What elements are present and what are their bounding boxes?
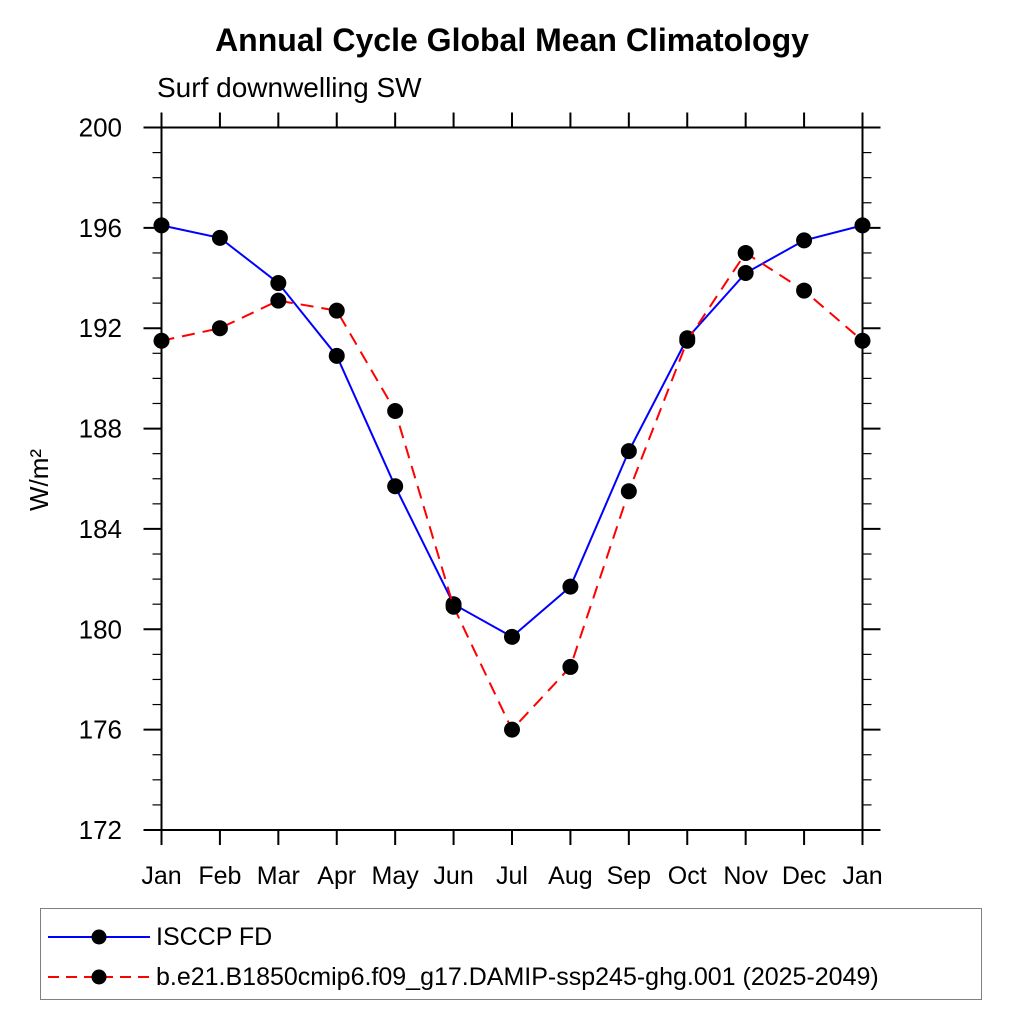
data-point-isccp-may-4 — [387, 478, 404, 495]
y-axis-tick-label: 176 — [79, 715, 122, 745]
y-axis-tick-label: 172 — [79, 815, 122, 845]
legend-label-isccp: ISCCP FD — [156, 922, 273, 951]
legend-box: ISCCP FD b.e21.B1850cmip6.f09_g17.DAMIP-… — [40, 908, 982, 1000]
data-point-model-aug-7 — [562, 658, 579, 675]
data-point-model-nov-10 — [737, 244, 754, 261]
y-axis-tick-label: 180 — [79, 614, 122, 644]
chart-subtitle: Surf downwelling SW — [157, 72, 422, 103]
data-point-model-feb-1 — [211, 320, 228, 337]
y-axis-tick-label: 192 — [79, 313, 122, 343]
data-point-isccp-sep-8 — [620, 443, 637, 460]
data-point-isccp-dec-11 — [796, 232, 813, 249]
x-axis-tick-label: Jan — [842, 862, 882, 890]
series-line-model — [161, 251, 864, 732]
data-point-model-jan-12 — [854, 332, 871, 349]
y-axis-tick-label: 184 — [79, 514, 122, 544]
data-point-model-mar-2 — [270, 292, 287, 309]
data-point-model-sep-8 — [620, 483, 637, 500]
x-axis-tick-label: Jan — [141, 862, 181, 890]
chart-title: Annual Cycle Global Mean Climatology — [215, 22, 809, 58]
data-point-model-jun-5 — [445, 598, 462, 615]
x-axis-tick-label: Aug — [548, 862, 592, 890]
legend-marker-dot — [91, 969, 107, 985]
data-point-isccp-jul-6 — [504, 628, 520, 645]
data-point-model-apr-3 — [328, 302, 345, 319]
data-point-model-dec-11 — [796, 282, 813, 299]
plot-area: Jan Feb Mar Apr May Jun Jul Aug Sep Oct Nov Dec Jan 1… — [24, 112, 883, 890]
x-axis-tick-label: Nov — [723, 862, 768, 890]
legend-sample-dashed-line — [48, 969, 150, 985]
data-point-model-oct-9 — [679, 332, 696, 349]
series-line-isccp — [161, 224, 863, 639]
legend-label-model: b.e21.B1850cmip6.f09_g17.DAMIP-ssp245-gh… — [156, 962, 879, 991]
y-axis-tick-label: 196 — [79, 213, 122, 243]
y-axis-label: W/m² — [24, 449, 54, 511]
x-axis-tick-label: May — [372, 862, 420, 890]
data-point-isccp-mar-2 — [270, 275, 287, 292]
x-axis-tick-label: Feb — [198, 862, 241, 890]
y-axis-tick-label: 200 — [79, 113, 122, 143]
data-point-model-may-4 — [387, 403, 404, 420]
data-point-isccp-jan-0 — [153, 217, 170, 234]
x-axis-tick-label: Jun — [433, 862, 473, 890]
data-point-model-jul-6 — [504, 721, 520, 738]
data-point-isccp-jan-12 — [854, 217, 871, 234]
data-point-isccp-feb-1 — [211, 229, 228, 246]
legend-sample-solid-line — [48, 929, 150, 945]
legend-marker-dot — [91, 929, 107, 945]
x-axis-tick-label: Dec — [782, 862, 826, 890]
y-axis-tick-label: 188 — [79, 414, 122, 444]
x-axis-tick-label: Oct — [668, 862, 707, 890]
x-axis-tick-label: Sep — [607, 862, 651, 890]
x-axis-tick-label: Jul — [496, 862, 528, 890]
x-axis-tick-label: Apr — [317, 862, 356, 890]
legend-entry-isccp: ISCCP FD — [46, 917, 272, 957]
x-axis-tick-label: Mar — [257, 862, 300, 890]
legend-entry-model: b.e21.B1850cmip6.f09_g17.DAMIP-ssp245-gh… — [46, 957, 879, 997]
data-point-isccp-apr-3 — [328, 347, 345, 364]
data-point-isccp-nov-10 — [737, 265, 754, 282]
data-point-isccp-aug-7 — [562, 578, 579, 595]
data-point-model-jan-0 — [153, 332, 170, 349]
